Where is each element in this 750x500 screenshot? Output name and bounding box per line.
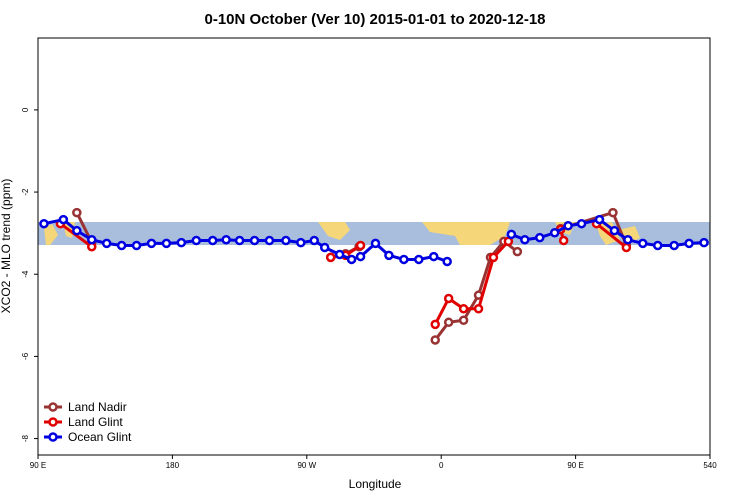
y-tick-label: 0 [21,107,30,112]
point [281,235,291,246]
point [535,232,545,243]
point [621,242,632,253]
point [116,240,127,251]
point [296,237,306,248]
legend-marker [48,432,58,442]
legend-label: Ocean Glint [68,430,132,444]
point [549,227,560,238]
point [384,250,394,261]
point [334,249,345,260]
point [249,235,260,246]
point [355,240,366,251]
x-tick-label: 90 W [297,461,316,470]
point [638,238,648,249]
point [576,218,587,229]
point [558,235,569,246]
point [264,235,275,246]
point [623,234,633,245]
point [58,214,69,225]
point [221,234,231,245]
point [355,251,366,262]
x-axis-label: Longitude [349,477,402,491]
point [443,293,454,304]
point [234,235,245,246]
point [669,240,679,251]
point [563,221,573,231]
point [191,235,202,246]
y-tick-label: -2 [21,188,30,196]
point [39,218,49,229]
point [443,317,454,328]
point [319,242,330,253]
point [609,225,620,236]
legend-label: Land Nadir [68,400,127,414]
point [512,246,523,257]
legend-label: Land Glint [68,415,123,429]
point [346,254,357,265]
point [520,234,530,245]
point [370,238,381,249]
point [488,252,499,263]
y-axis-label: XCO2 - MLO trend (ppm) [0,179,13,314]
point [652,240,663,251]
point [207,235,218,246]
point [594,214,605,225]
point [101,238,112,249]
point [608,207,618,218]
y-tick-label: -4 [21,270,30,278]
point [430,319,440,330]
legend-marker [48,417,58,427]
point [414,254,424,265]
point [684,238,694,249]
x-tick-label: 90 E [30,461,46,470]
point [430,335,440,345]
point [72,225,82,236]
point [309,235,320,246]
point [428,251,439,262]
point [699,237,709,248]
point [506,229,517,240]
x-tick-label: 540 [703,461,717,470]
point [176,237,187,248]
point [458,315,469,325]
x-tick-label: 180 [166,461,180,470]
point [146,238,157,249]
x-tick-label: 90 E [567,461,583,470]
legend-marker [48,402,58,412]
point [442,256,452,267]
point [325,252,336,263]
point [473,303,484,314]
chart-title: 0-10N October (Ver 10) 2015-01-01 to 202… [204,11,545,28]
point [458,303,469,314]
point [161,238,172,249]
point [72,207,82,218]
point [399,254,409,265]
point [131,240,142,251]
y-tick-label: -8 [21,434,30,442]
point [87,234,97,245]
plot-frame [37,37,711,456]
x-tick-label: 0 [439,461,444,470]
y-tick-label: -6 [21,352,30,360]
